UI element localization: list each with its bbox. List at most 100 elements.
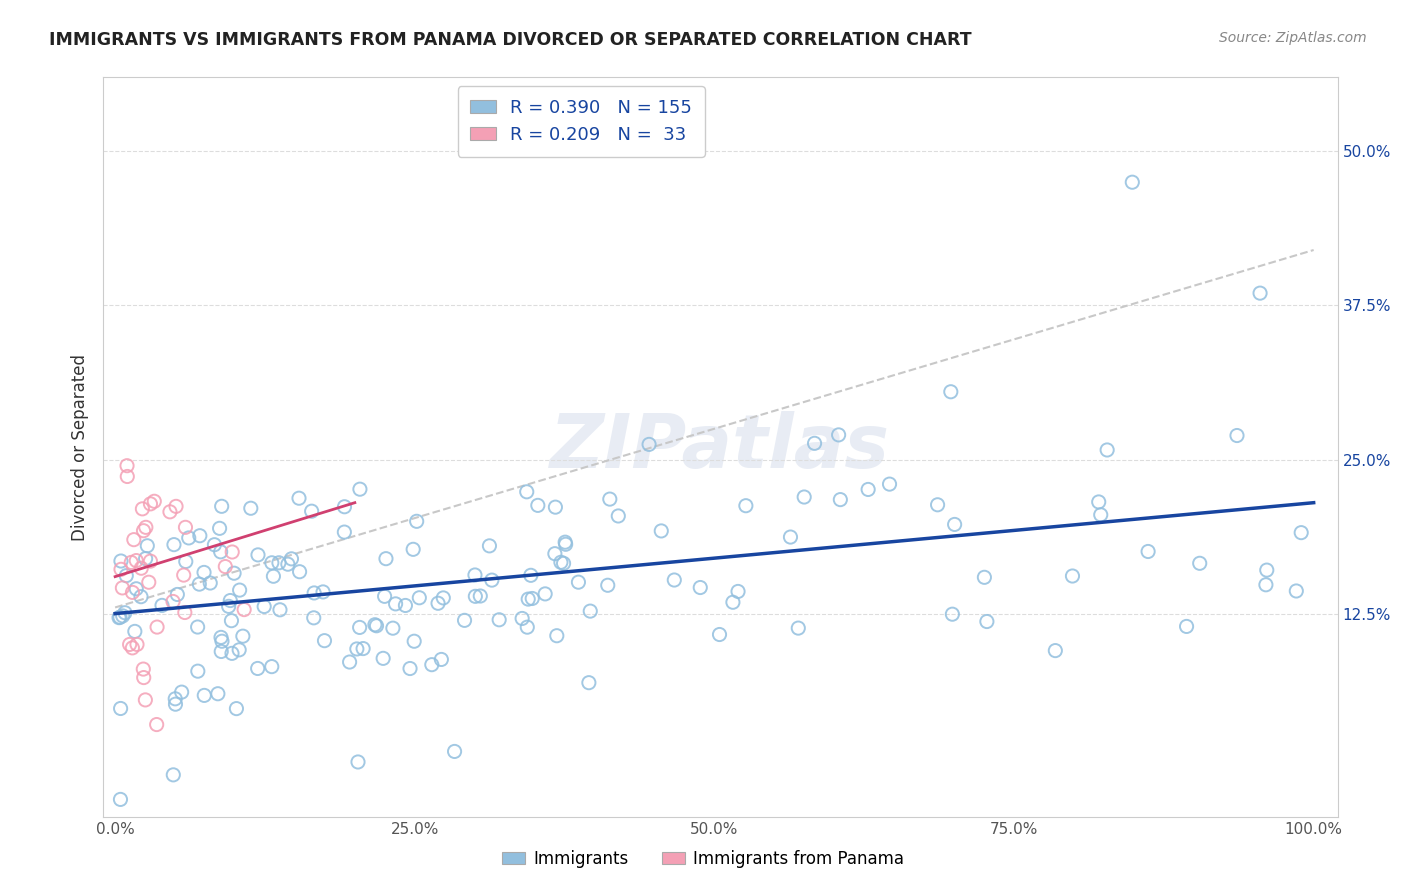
Point [596,578,619,592]
Point [163,538,186,552]
Point [579,604,602,618]
Point [165,500,187,514]
Point [165,691,187,706]
Point [464,590,486,604]
Point [314,633,336,648]
Point [267,556,290,570]
Point [301,504,323,518]
Point [260,659,283,673]
Point [124,624,146,639]
Point [399,661,422,675]
Point [209,644,232,658]
Legend: R = 0.390   N = 155, R = 0.209   N =  33: R = 0.390 N = 155, R = 0.209 N = 33 [458,87,704,157]
Point [346,642,368,657]
Point [129,590,152,604]
Point [121,585,143,599]
Point [830,492,852,507]
Point [427,596,450,610]
Point [173,568,195,582]
Point [110,792,132,806]
Point [115,458,138,473]
Point [973,570,995,584]
Point [211,500,233,514]
Point [269,603,291,617]
Point [721,595,744,609]
Point [134,693,156,707]
Point [405,514,427,528]
Point [516,620,538,634]
Point [162,594,184,608]
Point [375,551,398,566]
Text: ZIPatlas: ZIPatlas [550,410,890,483]
Point [125,582,148,596]
Point [166,587,188,601]
Point [221,646,243,660]
Point [165,697,187,711]
Point [108,610,131,624]
Point [187,620,209,634]
Point [402,542,425,557]
Point [352,641,374,656]
Point [135,551,157,566]
Point [125,553,148,567]
Point [193,689,215,703]
Point [120,556,142,570]
Point [262,569,284,583]
Point [219,593,242,607]
Point [578,675,600,690]
Point [339,655,361,669]
Point [488,613,510,627]
Point [1121,175,1143,189]
Point [228,643,250,657]
Point [599,492,621,507]
Point [132,662,155,676]
Point [1285,584,1308,599]
Point [132,671,155,685]
Point [709,627,731,641]
Point [1087,495,1109,509]
Point [734,499,756,513]
Point [664,573,686,587]
Point [207,687,229,701]
Point [110,562,132,576]
Point [211,634,233,648]
Point [246,548,269,562]
Point [534,587,557,601]
Point [374,590,396,604]
Point [221,545,243,559]
Point [366,619,388,633]
Point [188,529,211,543]
Point [384,597,406,611]
Point [117,469,139,483]
Point [554,535,576,549]
Point [135,520,157,534]
Point [253,599,276,614]
Point [246,661,269,675]
Point [1062,569,1084,583]
Point [139,554,162,568]
Point [136,539,159,553]
Text: IMMIGRANTS VS IMMIGRANTS FROM PANAMA DIVORCED OR SEPARATED CORRELATION CHART: IMMIGRANTS VS IMMIGRANTS FROM PANAMA DIV… [49,31,972,49]
Point [225,701,247,715]
Point [554,537,576,551]
Point [638,437,661,451]
Point [520,568,543,582]
Point [464,568,486,582]
Point [221,614,243,628]
Point [779,530,801,544]
Point [228,583,250,598]
Point [222,566,245,581]
Point [453,613,475,627]
Point [288,491,311,506]
Point [939,384,962,399]
Point [200,576,222,591]
Point [516,484,538,499]
Point [173,606,195,620]
Point [430,652,453,666]
Point [478,539,501,553]
Point [280,551,302,566]
Point [114,606,136,620]
Point [146,620,169,634]
Point [312,585,335,599]
Point [204,538,226,552]
